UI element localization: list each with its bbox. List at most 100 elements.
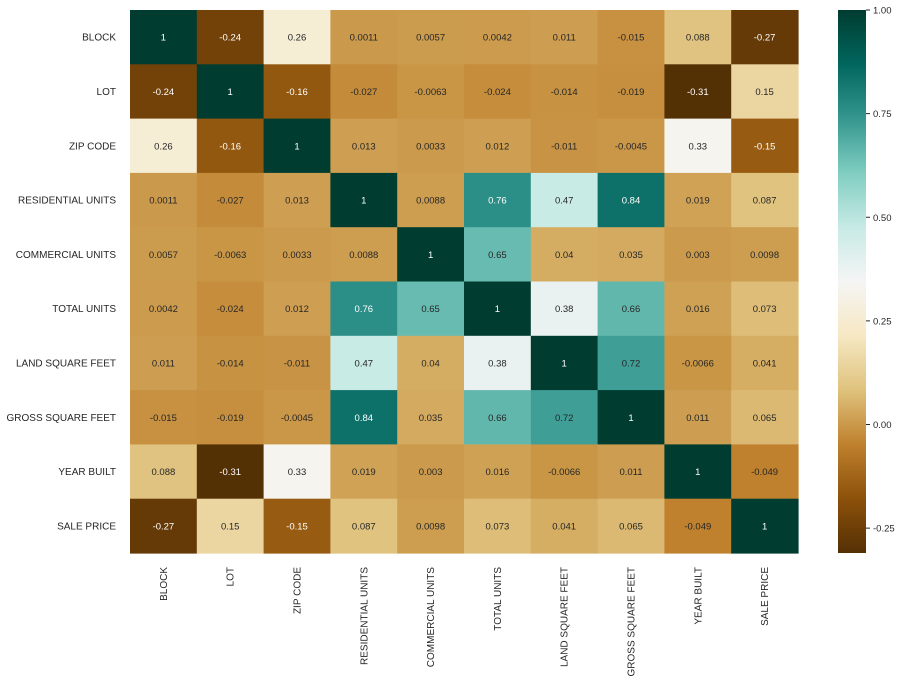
y-tick-label: TOTAL UNITS bbox=[52, 304, 116, 315]
cell-value-label: -0.24 bbox=[219, 33, 241, 44]
cell-value-label: 0.76 bbox=[355, 304, 374, 315]
heatmap-cell bbox=[464, 498, 532, 554]
heatmap-cell bbox=[530, 390, 599, 445]
cell-value-label: -0.015 bbox=[618, 33, 645, 44]
cell-value-label: -0.049 bbox=[751, 467, 778, 478]
cell-value-label: 0.15 bbox=[221, 521, 240, 532]
cell-value-label: -0.027 bbox=[217, 196, 244, 207]
heatmap-cell bbox=[731, 64, 799, 120]
heatmap-cell bbox=[130, 227, 198, 283]
cell-value-label: -0.011 bbox=[551, 141, 577, 152]
cell-value-label: 0.087 bbox=[753, 196, 777, 207]
colorbar-tick-label: 0.25 bbox=[873, 316, 892, 327]
y-tick-label: COMMERCIAL UNITS bbox=[16, 250, 117, 261]
heatmap-cell bbox=[597, 390, 665, 445]
heatmap-cell bbox=[263, 172, 331, 228]
y-tick-label: ZIP CODE bbox=[69, 141, 116, 152]
cell-value-label: 0.003 bbox=[686, 250, 710, 261]
heatmap-cell bbox=[263, 498, 331, 554]
x-tick-label: LOT bbox=[226, 567, 237, 586]
heatmap-cell bbox=[330, 10, 398, 65]
cell-value-label: 0.84 bbox=[622, 196, 641, 207]
heatmap-cell bbox=[330, 335, 398, 391]
heatmap-cell bbox=[397, 172, 465, 228]
cell-value-label: 0.66 bbox=[622, 304, 641, 315]
cell-value-label: 1 bbox=[495, 304, 500, 315]
cell-value-label: 0.0011 bbox=[149, 196, 177, 207]
cell-value-label: 0.0057 bbox=[149, 250, 178, 261]
cell-value-label: -0.024 bbox=[484, 87, 511, 98]
colorbar-tick-label: 0.50 bbox=[873, 213, 892, 224]
cell-value-label: -0.0045 bbox=[615, 141, 647, 152]
heatmap-cell bbox=[530, 227, 599, 283]
cell-value-label: -0.27 bbox=[153, 521, 175, 532]
heatmap-cell bbox=[530, 10, 599, 65]
cell-value-label: -0.024 bbox=[217, 304, 244, 315]
cell-value-label: 0.088 bbox=[686, 33, 710, 44]
cell-value-label: -0.31 bbox=[687, 87, 709, 98]
colorbar-gradient bbox=[838, 10, 866, 553]
heatmap-cell bbox=[664, 118, 732, 174]
heatmap-cell bbox=[397, 498, 465, 554]
heatmap-cell bbox=[731, 281, 799, 337]
cell-value-label: 0.0057 bbox=[416, 33, 445, 44]
x-tick-label: COMMERCIAL UNITS bbox=[426, 567, 437, 668]
cell-value-label: 0.011 bbox=[686, 413, 709, 424]
cell-value-label: 0.04 bbox=[555, 250, 574, 261]
y-tick-label: GROSS SQUARE FEET bbox=[7, 413, 116, 424]
heatmap-cell bbox=[196, 118, 265, 174]
cell-value-label: 0.016 bbox=[486, 467, 510, 478]
cell-value-label: 0.26 bbox=[154, 141, 173, 152]
heatmap-cell bbox=[530, 64, 599, 120]
heatmap-cell bbox=[330, 498, 398, 554]
cell-value-label: -0.019 bbox=[217, 413, 244, 424]
heatmap-cell bbox=[196, 281, 265, 337]
cell-value-label: 0.47 bbox=[555, 196, 574, 207]
cell-value-label: 0.016 bbox=[686, 304, 710, 315]
cell-value-label: 0.035 bbox=[619, 250, 643, 261]
heatmap-cell bbox=[397, 444, 465, 500]
colorbar-tick-label: 0.75 bbox=[873, 109, 892, 120]
cell-value-label: 1 bbox=[628, 413, 633, 424]
cell-value-label: -0.16 bbox=[286, 87, 308, 98]
heatmap-cell bbox=[130, 444, 198, 500]
heatmap-cell bbox=[263, 281, 331, 337]
x-tick-label: YEAR BUILT bbox=[693, 567, 704, 625]
cell-value-label: -0.011 bbox=[284, 358, 310, 369]
cell-value-label: 0.0033 bbox=[416, 141, 445, 152]
heatmap-cell bbox=[731, 118, 799, 174]
heatmap-cell bbox=[130, 172, 198, 228]
heatmap-cell bbox=[530, 335, 599, 391]
cell-value-label: 0.019 bbox=[352, 467, 376, 478]
heatmap-cell bbox=[397, 390, 465, 445]
y-tick-label: SALE PRICE bbox=[57, 521, 116, 532]
heatmap-cell bbox=[397, 118, 465, 174]
heatmap-cell bbox=[597, 281, 665, 337]
cell-value-label: -0.0063 bbox=[414, 87, 446, 98]
heatmap-cell bbox=[130, 281, 198, 337]
cell-value-label: -0.049 bbox=[684, 521, 711, 532]
heatmap-cell bbox=[263, 390, 331, 445]
cell-value-label: 0.0098 bbox=[750, 250, 779, 261]
heatmap-cell bbox=[130, 64, 198, 120]
heatmap-cell bbox=[464, 118, 532, 174]
cell-value-label: -0.0066 bbox=[682, 358, 714, 369]
cell-value-label: 0.035 bbox=[419, 413, 443, 424]
heatmap-cell bbox=[330, 227, 398, 283]
x-tick-label: BLOCK bbox=[159, 567, 170, 601]
heatmap-cell bbox=[464, 281, 532, 337]
cell-value-label: 0.04 bbox=[421, 358, 440, 369]
heatmap-cell bbox=[731, 227, 799, 283]
cell-value-label: 1 bbox=[228, 87, 233, 98]
cell-value-label: 0.38 bbox=[488, 358, 507, 369]
heatmap-cell bbox=[664, 227, 732, 283]
x-tick-label: GROSS SQUARE FEET bbox=[627, 567, 638, 676]
heatmap-cell bbox=[263, 335, 331, 391]
y-tick-label: LOT bbox=[97, 87, 116, 98]
colorbar-tick-label: 0.00 bbox=[873, 420, 892, 431]
heatmap-cell bbox=[330, 390, 398, 445]
heatmap-cell bbox=[196, 64, 265, 120]
heatmap-cell bbox=[397, 10, 465, 65]
heatmap-cell bbox=[130, 10, 198, 65]
x-axis-tick-labels: BLOCK LOT ZIP CODE RESIDENTIAL UNITS COMMERC… bbox=[159, 567, 771, 677]
